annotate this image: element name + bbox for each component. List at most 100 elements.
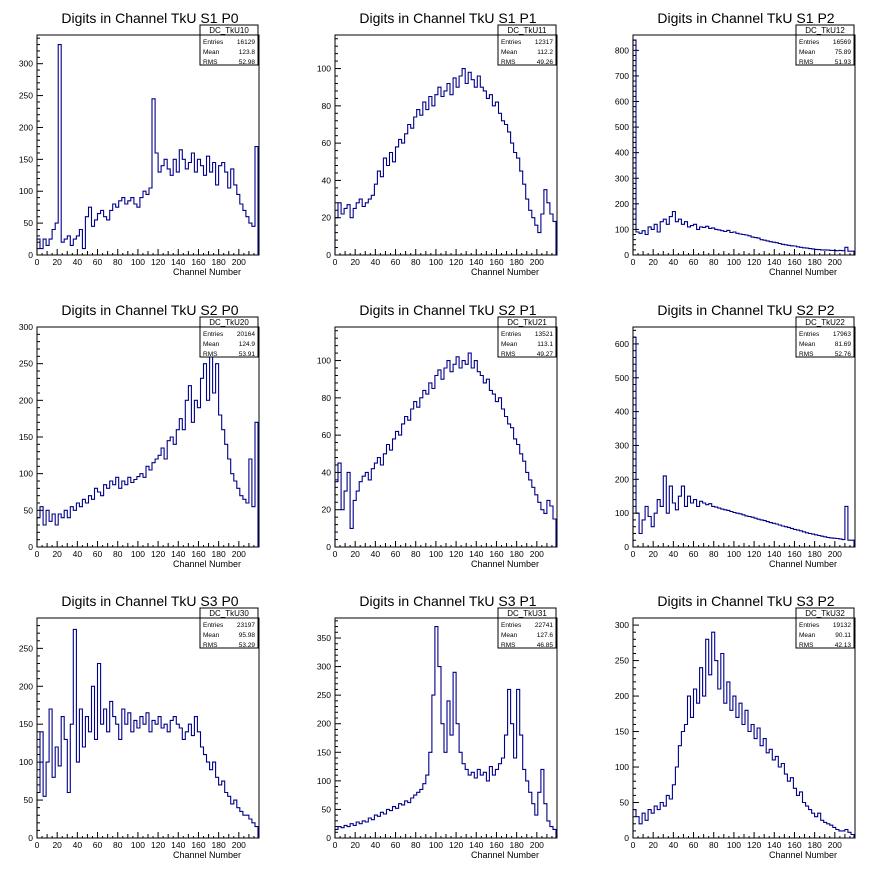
y-tick-label: 100 xyxy=(317,356,331,366)
histogram-line xyxy=(36,341,259,547)
y-tick-label: 50 xyxy=(322,804,332,814)
stats-box: DC_TkU12 Entries 16569 Mean 75.89 RMS 51.93 xyxy=(795,24,855,66)
y-tick-label: 60 xyxy=(322,430,332,440)
y-tick-label: 80 xyxy=(322,393,332,403)
x-tick-label: 180 xyxy=(212,549,226,559)
x-tick-label: 80 xyxy=(411,549,421,559)
x-tick-label: 60 xyxy=(689,257,699,267)
x-axis-label: Channel Number xyxy=(769,850,837,860)
chart-title: Digits in Channel TkU S3 P0 xyxy=(61,593,238,609)
x-tick-label: 40 xyxy=(73,257,83,267)
y-tick-label: 250 xyxy=(19,91,33,101)
stats-box-frame xyxy=(497,24,557,66)
x-tick-label: 140 xyxy=(469,257,483,267)
x-tick-label: 160 xyxy=(787,840,801,850)
chart-title: Digits in Channel TkU S3 P1 xyxy=(359,593,536,609)
x-tick-label: 200 xyxy=(530,840,544,850)
stats-mean-value: 81.69 xyxy=(835,341,852,348)
y-tick-label: 300 xyxy=(615,440,629,450)
x-tick-label: 60 xyxy=(689,840,699,850)
y-tick-label: 600 xyxy=(615,97,629,107)
stats-mean-value: 123.8 xyxy=(239,49,256,56)
y-tick-label: 150 xyxy=(615,727,629,737)
x-tick-label: 60 xyxy=(391,549,401,559)
histogram-line xyxy=(632,39,855,255)
chart-title: Digits in Channel TkU S1 P1 xyxy=(359,10,536,26)
histogram-panel-9: Digits in Channel TkU S3 P2 0 20 40 60 80 100 1… xyxy=(615,593,856,860)
y-tick-label: 60 xyxy=(322,138,332,148)
x-tick-label: 20 xyxy=(350,840,360,850)
plot-frame xyxy=(334,326,558,548)
x-tick-label: 160 xyxy=(787,257,801,267)
stats-entries-label: Entries xyxy=(501,331,522,338)
histogram-line xyxy=(334,352,557,547)
stats-mean-label: Mean xyxy=(799,341,816,348)
histogram-panel-4: Digits in Channel TkU S2 P0 0 20 40 60 80 100 1… xyxy=(19,302,260,569)
histogram-panel-2: Digits in Channel TkU S1 P1 0 20 40 60 80 100 1… xyxy=(317,10,558,277)
x-tick-label: 100 xyxy=(727,549,741,559)
x-tick-label: 0 xyxy=(35,840,40,850)
y-tick-label: 700 xyxy=(615,71,629,81)
x-tick-label: 120 xyxy=(747,549,761,559)
y-tick-label: 100 xyxy=(19,757,33,767)
x-tick-label: 100 xyxy=(429,840,443,850)
x-tick-label: 120 xyxy=(151,257,165,267)
plot-frame xyxy=(36,34,260,256)
x-tick-label: 60 xyxy=(93,840,103,850)
y-tick-label: 80 xyxy=(322,101,332,111)
y-tick-label: 250 xyxy=(615,656,629,666)
stats-mean-label: Mean xyxy=(203,49,220,56)
y-tick-label: 50 xyxy=(24,505,34,515)
x-tick-label: 120 xyxy=(747,257,761,267)
x-tick-label: 160 xyxy=(489,549,503,559)
x-tick-label: 80 xyxy=(113,840,123,850)
stats-entries-label: Entries xyxy=(799,39,820,46)
stats-mean-value: 124.9 xyxy=(239,341,256,348)
chart-title: Digits in Channel TkU S1 P0 xyxy=(61,10,238,26)
stats-rms-value: 53.91 xyxy=(239,351,256,358)
stats-box-frame xyxy=(199,607,259,649)
x-tick-label: 100 xyxy=(727,840,741,850)
stats-mean-value: 127.6 xyxy=(537,632,554,639)
x-tick-label: 120 xyxy=(449,257,463,267)
x-tick-label: 160 xyxy=(489,840,503,850)
stats-mean-value: 95.98 xyxy=(239,632,256,639)
x-tick-label: 20 xyxy=(52,257,62,267)
stats-entries-label: Entries xyxy=(203,331,224,338)
x-tick-label: 60 xyxy=(93,257,103,267)
stats-entries-value: 17963 xyxy=(833,331,851,338)
x-tick-label: 40 xyxy=(371,257,381,267)
x-tick-label: 100 xyxy=(131,840,145,850)
stats-box: DC_TkU32 Entries 19132 Mean 90.11 RMS 42.13 xyxy=(795,607,855,649)
stats-entries-value: 16569 xyxy=(833,39,851,46)
x-tick-label: 0 xyxy=(631,549,636,559)
x-tick-label: 140 xyxy=(171,257,185,267)
histogram-line xyxy=(334,68,557,255)
y-tick-label: 200 xyxy=(615,474,629,484)
histogram-panel-5: Digits in Channel TkU S2 P1 0 20 40 60 80 100 1… xyxy=(317,302,558,569)
stats-box-frame xyxy=(497,316,557,358)
y-tick-label: 0 xyxy=(624,833,629,843)
plot-frame xyxy=(334,34,558,256)
stats-rms-label: RMS xyxy=(203,351,218,358)
y-tick-label: 250 xyxy=(19,643,33,653)
y-tick-label: 20 xyxy=(322,505,332,515)
y-tick-label: 50 xyxy=(24,795,34,805)
x-tick-label: 80 xyxy=(113,549,123,559)
stats-entries-value: 20164 xyxy=(237,331,255,338)
stats-box-frame xyxy=(795,24,855,66)
stats-mean-label: Mean xyxy=(501,341,518,348)
x-tick-label: 0 xyxy=(333,257,338,267)
y-tick-label: 50 xyxy=(620,798,630,808)
y-tick-label: 0 xyxy=(28,542,33,552)
stats-entries-label: Entries xyxy=(799,331,820,338)
stats-entries-label: Entries xyxy=(203,622,224,629)
x-axis-label: Channel Number xyxy=(471,267,539,277)
plot-frame xyxy=(334,617,558,839)
stats-mean-label: Mean xyxy=(203,632,220,639)
stats-name: DC_TkU21 xyxy=(507,318,547,327)
histogram-panel-8: Digits in Channel TkU S3 P1 0 20 40 60 80 100 1… xyxy=(317,593,558,860)
x-tick-label: 80 xyxy=(709,549,719,559)
y-tick-label: 0 xyxy=(28,250,33,260)
